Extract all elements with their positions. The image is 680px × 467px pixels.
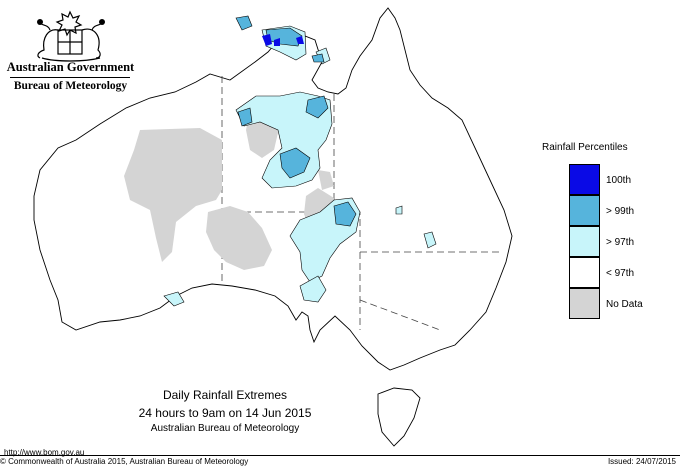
above-99th-arnhem — [235, 15, 253, 31]
map-source: Australian Bureau of Meteorology — [150, 423, 300, 434]
legend-swatch-97th — [569, 226, 600, 257]
above-99th-queensland — [333, 201, 357, 227]
legend-title: Rainfall Percentiles — [542, 142, 628, 153]
title-divider — [10, 77, 130, 78]
legend-swatch-100th — [569, 164, 600, 195]
above-99th-tanami — [279, 147, 311, 179]
mainland-coastline — [33, 7, 513, 371]
government-title: Australian Government — [6, 60, 135, 74]
above-97th-east — [423, 231, 437, 249]
map-title: Daily Rainfall Extremes — [162, 388, 288, 402]
legend-label-99th: > 99th — [606, 206, 635, 217]
legend-label-100th: 100th — [606, 175, 632, 186]
legend-swatch-no-data — [569, 288, 600, 319]
above-97th-northern-territory — [235, 91, 333, 189]
above-97th-south-australia — [299, 275, 327, 303]
coat-of-arms-icon — [37, 10, 105, 62]
bom-url: http://www.bom.gov.au — [4, 448, 85, 457]
no-data-central — [318, 170, 334, 190]
above-99th-gulf-islands — [311, 53, 325, 63]
copyright-notice: © Commonwealth of Australia 2015, Austra… — [0, 457, 249, 466]
above-97th-queensland-coast — [395, 205, 403, 215]
above-99th-kimberley — [237, 107, 253, 127]
legend-label-97th: > 97th — [606, 237, 635, 248]
percentile-100th-top-end-east — [296, 36, 304, 44]
map-period: 24 hours to 9am on 14 Jun 2015 — [138, 406, 312, 420]
legend-label-no-data: No Data — [606, 299, 643, 310]
percentile-100th-darwin — [262, 34, 272, 46]
legend-swatch-below-97th — [569, 257, 600, 288]
agency-title: Bureau of Meteorology — [13, 80, 128, 92]
above-99th-areas — [235, 15, 357, 227]
issued-date: Issued: 24/07/2015 — [607, 457, 676, 466]
legend-swatch-99th — [569, 195, 600, 226]
no-data-pilbara — [124, 128, 222, 262]
legend-label-below-97th: < 97th — [606, 268, 635, 279]
percentile-100th-areas — [262, 34, 304, 46]
footer-divider — [0, 455, 680, 456]
tasmania-coastline — [377, 387, 421, 447]
percentile-100th-darwin-east — [274, 38, 280, 46]
above-99th-gulf — [305, 95, 329, 119]
above-97th-eyre — [163, 291, 185, 307]
no-data-interior — [206, 206, 272, 270]
